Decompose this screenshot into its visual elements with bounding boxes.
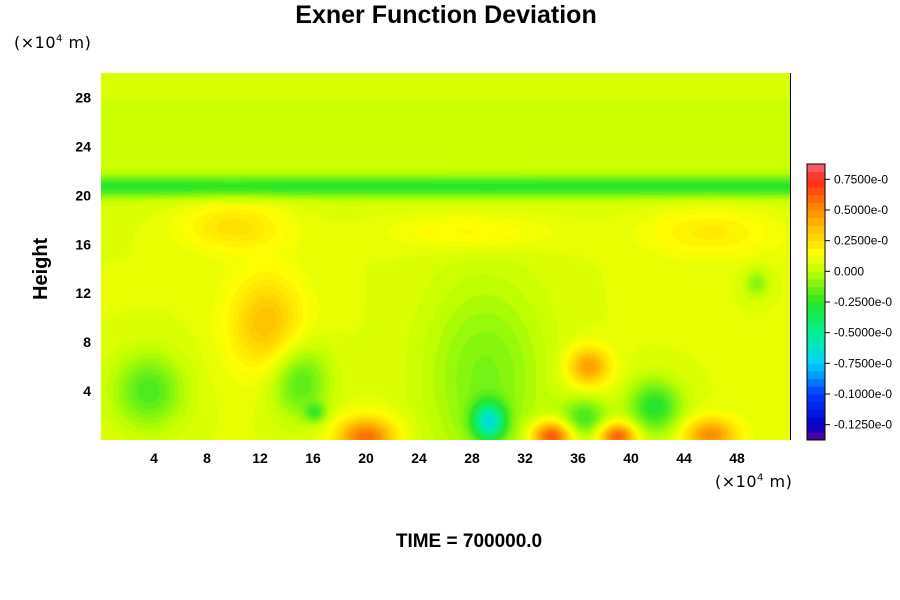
contour-field: [101, 73, 790, 440]
colorbar-swatch: [807, 424, 825, 433]
x-tick-label: 36: [570, 450, 586, 466]
colorbar-label: -0.1000e-0: [834, 387, 892, 401]
time-label: TIME = 700000.0: [395, 531, 543, 552]
colorbar-swatch: [807, 340, 825, 349]
y-tick-label: 20: [75, 187, 91, 203]
colorbar-swatch: [807, 202, 825, 211]
colorbar-label: 0.000: [834, 264, 864, 278]
colorbar-swatch: [807, 363, 825, 372]
colorbar-swatch: [807, 187, 825, 196]
x-tick-label: 40: [623, 450, 639, 466]
colorbar-swatch: [807, 317, 825, 326]
x-tick-label: 32: [517, 450, 533, 466]
colorbar-swatch: [807, 164, 825, 173]
colorbar-label: 0.7500e-0: [834, 172, 888, 186]
y-tick-label: 16: [75, 236, 91, 252]
x-tick-label: 24: [411, 450, 427, 466]
colorbar-swatch: [807, 401, 825, 410]
x-tick-label: 4: [150, 450, 158, 466]
colorbar-label: 0.5000e-0: [834, 203, 888, 217]
y-tick-label: 8: [83, 334, 91, 350]
colorbar-swatch: [807, 332, 825, 341]
colorbar-swatch: [807, 194, 825, 203]
x-tick-label: 20: [358, 450, 374, 466]
colorbar-label: -0.2500e-0: [834, 295, 892, 309]
y-tick-label: 4: [83, 383, 91, 399]
colorbar-swatch: [807, 286, 825, 295]
colorbar-swatch: [807, 378, 825, 387]
colorbar-label: -0.7500e-0: [834, 356, 892, 370]
y-tick-label: 24: [75, 138, 91, 154]
colorbar-label: -0.5000e-0: [834, 326, 892, 340]
x-tick-label: 16: [305, 450, 321, 466]
colorbar-swatch: [807, 294, 825, 303]
y-unit-label: (×104 m): [14, 33, 92, 52]
colorbar-swatch: [807, 309, 825, 318]
y-tick-label: 12: [75, 285, 91, 301]
colorbar-swatch: [807, 210, 825, 219]
colorbar-swatch: [807, 325, 825, 334]
colorbar-swatch: [807, 271, 825, 280]
x-tick-label: 28: [464, 450, 480, 466]
x-unit-label: (×104 m): [715, 472, 793, 491]
colorbar-swatch: [807, 171, 825, 180]
x-tick-label: 44: [676, 450, 692, 466]
colorbar-swatch: [807, 217, 825, 226]
colorbar-swatch: [807, 371, 825, 380]
colorbar-swatch: [807, 256, 825, 265]
colorbar-swatch: [807, 225, 825, 234]
colorbar-swatch: [807, 179, 825, 188]
colorbar-swatch: [807, 263, 825, 272]
colorbar-swatch: [807, 409, 825, 418]
x-tick-label: 8: [203, 450, 211, 466]
colorbar-swatch: [807, 248, 825, 257]
chart-title: Exner Function Deviation: [295, 1, 597, 29]
colorbar-swatch: [807, 240, 825, 249]
colorbar-swatch: [807, 394, 825, 403]
colorbar-swatch: [807, 386, 825, 395]
colorbar-swatch: [807, 233, 825, 242]
colorbar-swatch: [807, 417, 825, 426]
colorbar-label: -0.1250e-0: [834, 418, 892, 432]
x-tick-label: 48: [729, 450, 745, 466]
colorbar-swatch: [807, 302, 825, 311]
colorbar-label: 0.2500e-0: [834, 234, 888, 248]
colorbar-swatch: [807, 432, 825, 441]
colorbar-swatch: [807, 348, 825, 357]
colorbar-swatch: [807, 279, 825, 288]
x-tick-label: 12: [252, 450, 268, 466]
colorbar-swatch: [807, 355, 825, 364]
y-tick-label: 28: [75, 89, 91, 105]
